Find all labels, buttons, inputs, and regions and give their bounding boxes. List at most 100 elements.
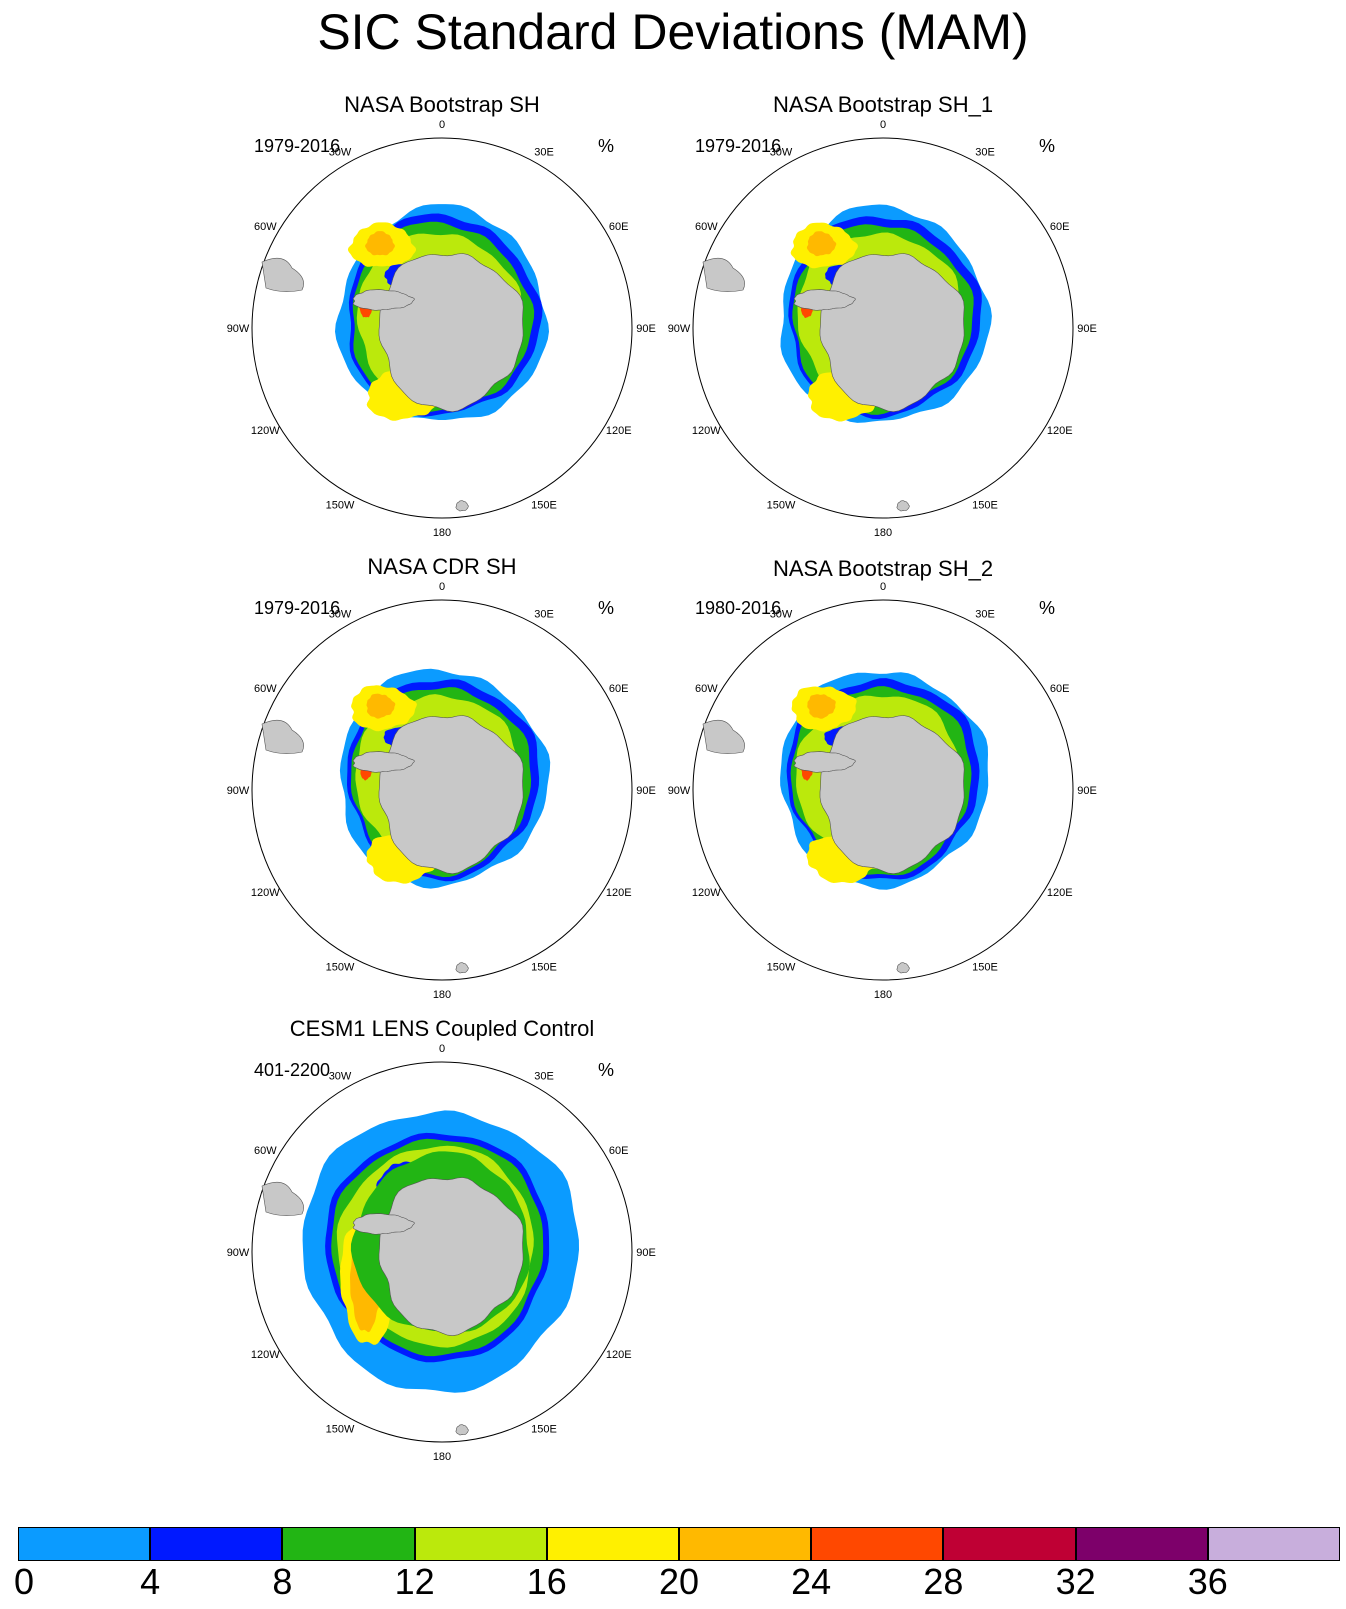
longitude-label: 30E [975, 146, 995, 158]
longitude-label: 150E [972, 962, 998, 974]
colorbar-swatch [282, 1527, 415, 1561]
colorbar-tick-label: 4 [140, 1561, 161, 1602]
longitude-label: 90W [227, 323, 250, 335]
panel-units: % [598, 1060, 615, 1080]
polar-map: 0 30E 60E 90E 120E 150E 180 150W 120W 90W 60W 30W [668, 581, 1097, 1001]
colorbar-swatch [546, 1527, 679, 1561]
longitude-label: 90W [227, 1247, 250, 1259]
panel-period: 1979-2016 [254, 136, 341, 156]
longitude-label: 0 [439, 581, 445, 593]
longitude-label: 90W [227, 785, 250, 797]
longitude-label: 120W [251, 1349, 280, 1361]
colorbar-tick-label: 8 [272, 1561, 293, 1602]
colorbar-tick-label: 0 [13, 1561, 35, 1602]
longitude-label: 0 [439, 1043, 445, 1055]
panel-units: % [1039, 598, 1056, 618]
longitude-label: 60W [254, 1145, 277, 1157]
map-panel: NASA Bootstrap SH_2 1980-2016% 0 30E 60E 90E 1… [653, 554, 1113, 1001]
panel-title: CESM1 LENS Coupled Control [289, 1016, 595, 1041]
sic-field [261, 1110, 579, 1436]
longitude-label: 120E [606, 1349, 632, 1361]
new-zealand [896, 500, 910, 512]
figure-title: SIC Standard Deviations (MAM) [317, 4, 1029, 60]
longitude-label: 60E [609, 221, 629, 233]
longitude-label: 180 [433, 527, 451, 539]
south-america [702, 257, 745, 292]
panel-period: 1980-2016 [695, 598, 782, 618]
antarctic-peninsula [793, 289, 856, 311]
longitude-label: 30E [534, 608, 554, 620]
south-america [261, 257, 304, 292]
south-america [261, 719, 304, 754]
colorbar [18, 1527, 1340, 1561]
longitude-label: 150W [326, 962, 355, 974]
colorbar-tick-label: 24 [791, 1561, 832, 1602]
longitude-label: 90W [668, 785, 691, 797]
sic-field [702, 204, 992, 512]
longitude-label: 60W [254, 683, 277, 695]
antarctic-peninsula [352, 289, 415, 311]
longitude-label: 120W [251, 425, 280, 437]
antarctic-peninsula [793, 751, 856, 773]
longitude-label: 90E [636, 323, 656, 335]
longitude-label: 180 [433, 989, 451, 1001]
longitude-label: 90E [1077, 785, 1097, 797]
longitude-label: 30E [975, 608, 995, 620]
longitude-label: 30W [329, 146, 352, 158]
longitude-label: 0 [880, 581, 886, 593]
longitude-label: 90E [1077, 323, 1097, 335]
colorbar-tick-label: 16 [526, 1561, 567, 1602]
panel-units: % [598, 136, 615, 156]
sic-field [261, 668, 551, 974]
longitude-label: 120E [606, 887, 632, 899]
longitude-label: 150W [326, 1424, 355, 1436]
antarctic-peninsula [352, 751, 415, 773]
panel-units: % [1039, 136, 1056, 156]
colorbar-swatch [943, 1527, 1076, 1561]
longitude-label: 150E [531, 962, 557, 974]
longitude-label: 60E [609, 683, 629, 695]
sic-field [702, 672, 989, 974]
panel-period: 1979-2016 [695, 136, 782, 156]
colorbar-tick-label: 36 [1187, 1561, 1228, 1602]
antarctica [819, 715, 965, 875]
panel-title: NASA Bootstrap SH [344, 92, 540, 117]
longitude-label: 60E [1050, 221, 1070, 233]
longitude-label: 120E [1047, 425, 1073, 437]
longitude-label: 60W [254, 221, 277, 233]
panel-title: NASA Bootstrap SH_1 [772, 92, 994, 117]
panel-period: 401-2200 [254, 1060, 331, 1080]
antarctica [378, 1177, 524, 1337]
colorbar-swatch [414, 1527, 547, 1561]
antarctic-peninsula [352, 1213, 415, 1235]
longitude-label: 30W [329, 608, 352, 620]
longitude-label: 150W [767, 500, 796, 512]
longitude-label: 60W [695, 683, 718, 695]
longitude-label: 120W [692, 887, 721, 899]
colorbar-tick-label: 20 [658, 1561, 700, 1602]
longitude-label: 30E [534, 1070, 554, 1082]
longitude-label: 150E [531, 1424, 557, 1436]
longitude-label: 0 [439, 119, 445, 131]
longitude-label: 180 [874, 989, 892, 1001]
longitude-label: 120E [1047, 887, 1073, 899]
longitude-label: 60E [1050, 683, 1070, 695]
new-zealand [896, 962, 910, 974]
new-zealand [455, 962, 469, 974]
map-panel: NASA Bootstrap SH_1 1979-2016% 0 30E 60E 90E 1… [653, 92, 1113, 539]
colorbar-swatch [1075, 1527, 1208, 1561]
colorbar-swatch [150, 1527, 283, 1561]
longitude-label: 150W [767, 962, 796, 974]
colorbar-swatch [18, 1527, 151, 1561]
polar-map: 0 30E 60E 90E 120E 150E 180 150W 120W 90W 60W 30W [227, 581, 656, 1001]
longitude-label: 180 [433, 1451, 451, 1463]
new-zealand [455, 500, 469, 512]
colorbar-swatch [679, 1527, 812, 1561]
longitude-label: 30W [770, 146, 793, 158]
polar-map: 0 30E 60E 90E 120E 150E 180 150W 120W 90W 60W 30W [227, 1043, 656, 1463]
longitude-label: 0 [880, 119, 886, 131]
longitude-label: 30W [770, 608, 793, 620]
sic-field [261, 204, 549, 512]
panel-units: % [598, 598, 615, 618]
polar-map: 0 30E 60E 90E 120E 150E 180 150W 120W 90W 60W 30W [227, 119, 656, 539]
